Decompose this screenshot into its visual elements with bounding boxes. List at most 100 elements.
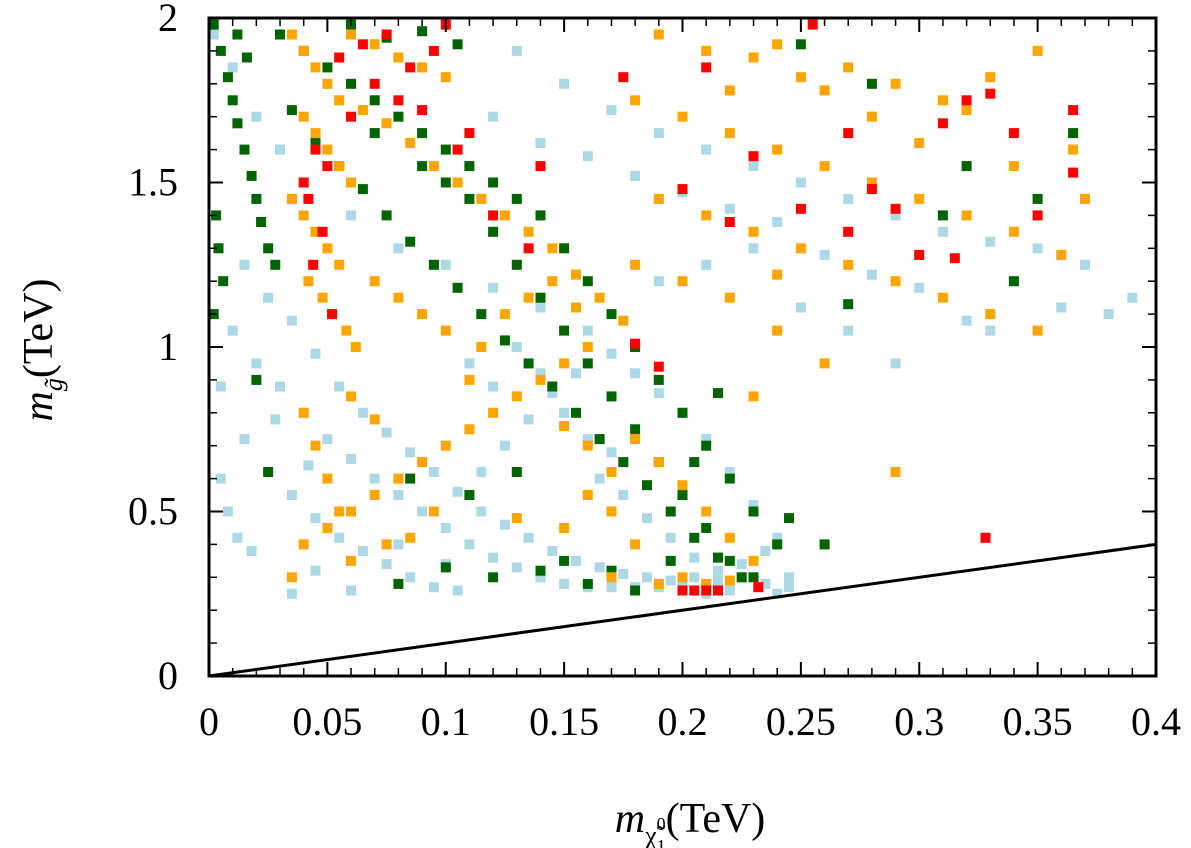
point-dark-green-70 (713, 552, 723, 563)
point-light-blue-39 (677, 578, 688, 589)
point-dark-green-5 (239, 144, 250, 155)
point-light-blue-43 (310, 513, 321, 524)
point-dark-green-26 (535, 210, 546, 221)
point-orange-8 (334, 161, 345, 172)
point-light-blue-73 (232, 532, 243, 543)
point-orange-63 (606, 467, 617, 477)
point-dark-green-48 (488, 226, 499, 237)
y-axis-label: mg̃(TeV) (16, 278, 68, 421)
x-axis-label-main: m (615, 796, 645, 842)
point-orange-62 (582, 490, 593, 500)
point-orange-125 (499, 309, 510, 320)
point-red-23 (748, 151, 759, 162)
reference-line-layer (208, 542, 1157, 678)
point-light-blue-66 (535, 368, 546, 379)
point-light-blue-97 (606, 105, 617, 116)
point-orange-112 (772, 269, 783, 280)
point-orange-91 (914, 193, 925, 204)
point-light-blue-50 (476, 467, 487, 477)
point-light-blue-83 (499, 519, 510, 530)
point-dark-green-24 (488, 177, 499, 188)
point-orange-12 (310, 226, 321, 237)
point-red-34 (1068, 105, 1079, 116)
point-light-blue-8 (488, 282, 499, 293)
point-orange-80 (890, 78, 901, 89)
point-orange-82 (985, 72, 996, 83)
point-light-blue-138 (270, 414, 281, 425)
point-light-blue-46 (381, 559, 392, 570)
point-light-blue-52 (523, 414, 534, 425)
point-orange-43 (440, 440, 451, 451)
point-dark-green-85 (843, 299, 854, 310)
point-dark-green-63 (547, 381, 558, 392)
point-light-blue-117 (724, 203, 735, 214)
point-light-blue-77 (357, 407, 368, 418)
point-dark-green-12 (213, 243, 224, 254)
point-red-45 (980, 532, 991, 543)
point-red-6 (357, 39, 368, 50)
point-light-blue-62 (760, 578, 771, 589)
point-orange-72 (405, 532, 416, 543)
point-red-43 (713, 585, 723, 596)
point-dark-green-83 (464, 490, 475, 500)
point-red-7 (381, 29, 392, 40)
point-light-blue-0 (208, 29, 219, 40)
point-dark-green-96 (665, 555, 676, 566)
point-orange-68 (334, 506, 345, 517)
point-dark-green-19 (369, 95, 380, 106)
point-dark-green-37 (748, 572, 759, 583)
point-light-blue-122 (488, 111, 499, 122)
point-orange-53 (701, 506, 712, 517)
point-dark-green-17 (322, 62, 333, 73)
point-light-blue-130 (286, 588, 297, 599)
point-light-blue-51 (499, 440, 510, 451)
point-light-blue-64 (488, 381, 499, 392)
point-dark-green-23 (464, 161, 475, 172)
point-orange-25 (357, 105, 368, 116)
series-orange (286, 29, 1090, 589)
point-dark-green-20 (393, 111, 404, 122)
point-light-blue-112 (961, 315, 972, 326)
point-light-blue-141 (724, 585, 735, 596)
point-dark-green-103 (452, 39, 463, 50)
point-orange-44 (417, 457, 428, 468)
point-light-blue-79 (405, 447, 416, 458)
point-dark-green-77 (488, 572, 499, 583)
point-orange-42 (464, 424, 475, 435)
point-dark-green-42 (630, 424, 641, 435)
point-red-42 (701, 585, 712, 596)
point-dark-green-35 (748, 506, 759, 517)
point-light-blue-1 (227, 62, 238, 73)
point-red-18 (488, 210, 499, 221)
point-light-blue-68 (582, 434, 593, 445)
point-light-blue-98 (653, 128, 664, 139)
series-dark-green (208, 19, 1079, 596)
point-dark-green-7 (251, 193, 262, 204)
point-dark-green-84 (511, 467, 522, 477)
point-light-blue-29 (440, 523, 451, 533)
point-orange-39 (535, 374, 546, 385)
point-light-blue-129 (985, 325, 996, 336)
point-dark-green-72 (582, 578, 593, 589)
point-light-blue-135 (263, 292, 274, 303)
point-orange-124 (476, 342, 487, 352)
point-orange-122 (417, 309, 428, 320)
point-red-31 (961, 95, 972, 106)
point-light-blue-22 (275, 381, 285, 392)
point-light-blue-75 (310, 348, 321, 359)
point-orange-127 (547, 276, 558, 287)
point-orange-7 (322, 144, 333, 155)
point-orange-66 (310, 440, 321, 451)
point-orange-113 (914, 138, 925, 148)
point-red-16 (298, 177, 309, 188)
point-red-19 (452, 144, 463, 155)
point-orange-40 (511, 391, 522, 402)
point-orange-15 (303, 276, 314, 287)
point-dark-green-28 (582, 276, 593, 287)
point-light-blue-131 (310, 565, 321, 576)
point-dark-green-97 (784, 513, 794, 524)
point-light-blue-60 (713, 565, 723, 576)
point-light-blue-124 (701, 259, 712, 270)
point-light-blue-126 (795, 302, 806, 313)
point-light-blue-113 (914, 282, 925, 293)
